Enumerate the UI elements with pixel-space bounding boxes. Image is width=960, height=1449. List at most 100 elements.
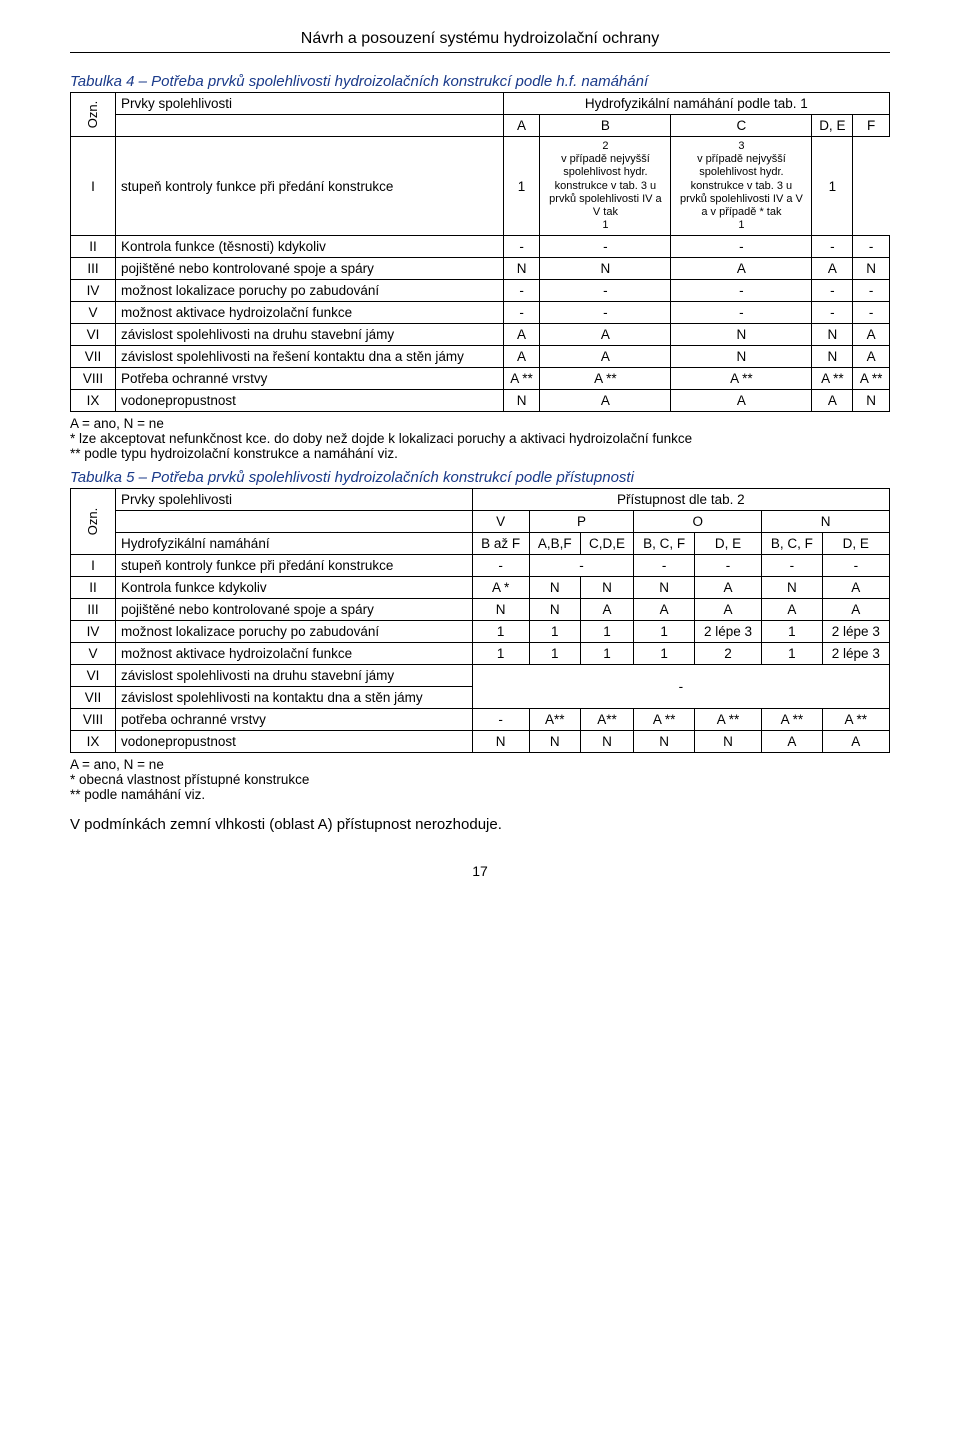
t4-cell: A	[671, 258, 812, 280]
t5-cell: A **	[762, 709, 822, 731]
t4-cell: A	[812, 258, 853, 280]
t5-cell: -	[762, 555, 822, 577]
t5-cell: A	[822, 731, 889, 753]
t5-rownum: VIII	[71, 709, 116, 731]
t5-header-pristup: Přístupnost dle tab. 2	[472, 489, 889, 511]
t4-rowlabel: závislost spolehlivosti na druhu stavebn…	[116, 324, 504, 346]
t5-rowlabel: možnost lokalizace poruchy po zabudování	[116, 621, 473, 643]
t5-rowlabel: vodonepropustnost	[116, 731, 473, 753]
t4-cell-sub-c: 2 v případě nejvyšší spolehlivost hydr. …	[540, 137, 671, 236]
t4-rowlabel: možnost lokalizace poruchy po zabudování	[116, 280, 504, 302]
table5-caption: Tabulka 5 – Potřeba prvků spolehlivosti …	[70, 469, 890, 486]
t4-rowlabel: Kontrola funkce (těsnosti) kdykoliv	[116, 236, 504, 258]
t5-cell: A	[762, 599, 822, 621]
t4-cell: -	[853, 280, 890, 302]
t4-col-de: D, E	[812, 115, 853, 137]
t5-cell: B, C, F	[762, 533, 822, 555]
t4-cell: A **	[853, 368, 890, 390]
t4-rownum: I	[71, 137, 116, 236]
t4-cell: N	[853, 258, 890, 280]
t5-cell: A,B,F	[529, 533, 580, 555]
t5-cell: A	[822, 577, 889, 599]
t4-cell: A **	[812, 368, 853, 390]
t5-cell: 1	[762, 621, 822, 643]
t5-col: V	[472, 511, 529, 533]
t4-cell: -	[671, 280, 812, 302]
t4-cell: 1	[503, 137, 540, 236]
t4-cell: A	[853, 324, 890, 346]
t5-cell: D, E	[694, 533, 761, 555]
note-line: A = ano, N = ne	[70, 416, 890, 431]
table-row: VI závislost spolehlivosti na druhu stav…	[71, 665, 890, 687]
t4-rowlabel: Potřeba ochranné vrstvy	[116, 368, 504, 390]
t4-cell: -	[671, 302, 812, 324]
t5-cell: N	[580, 577, 634, 599]
table-row: VIII potřeba ochranné vrstvy - A** A** A…	[71, 709, 890, 731]
t5-cell: A **	[822, 709, 889, 731]
table5: Ozn. Prvky spolehlivosti Přístupnost dle…	[70, 488, 890, 753]
t4-cell: -	[812, 236, 853, 258]
t4-rowlabel: možnost aktivace hydroizolační funkce	[116, 302, 504, 324]
table-row: IIIpojištěné nebo kontrolované spoje a s…	[71, 599, 890, 621]
t5-cell: C,D,E	[580, 533, 634, 555]
t4-rownum: VII	[71, 346, 116, 368]
t4-cell: N	[503, 390, 540, 412]
t5-cell: A**	[580, 709, 634, 731]
t5-rowlabel: pojištěné nebo kontrolované spoje a spár…	[116, 599, 473, 621]
t5-rowlabel: potřeba ochranné vrstvy	[116, 709, 473, 731]
t5-cell: A	[694, 599, 761, 621]
t4-rownum: III	[71, 258, 116, 280]
t5-rownum: II	[71, 577, 116, 599]
t4-cell: -	[812, 280, 853, 302]
t4-cell: N	[671, 346, 812, 368]
t5-cell: 1	[762, 643, 822, 665]
table4-notes: A = ano, N = ne * lze akceptovat nefunkč…	[70, 416, 890, 461]
t4-cell: A	[540, 390, 671, 412]
table-row: IVmožnost lokalizace poruchy po zabudová…	[71, 280, 890, 302]
t5-rowlabel: stupeň kontroly funkce při předání konst…	[116, 555, 473, 577]
note-line: ** podle namáhání viz.	[70, 787, 890, 802]
t5-cell: B až F	[472, 533, 529, 555]
t5-cell: -	[472, 555, 529, 577]
t5-merged-dash: -	[472, 665, 889, 709]
t5-rownum: I	[71, 555, 116, 577]
t5-cell: -	[694, 555, 761, 577]
document-title: Návrh a posouzení systému hydroizolační …	[70, 30, 890, 53]
t5-cell: A	[694, 577, 761, 599]
t4-cell: A	[540, 346, 671, 368]
t5-cell: A	[762, 731, 822, 753]
t5-cell: A**	[529, 709, 580, 731]
table-row: VIzávislost spolehlivosti na druhu stave…	[71, 324, 890, 346]
t4-col-b: B	[540, 115, 671, 137]
table-row: Vmožnost aktivace hydroizolační funkce--…	[71, 302, 890, 324]
t5-col: O	[634, 511, 762, 533]
t4-rownum: VI	[71, 324, 116, 346]
note-line: * lze akceptovat nefunkčnost kce. do dob…	[70, 431, 890, 446]
table-row: IXvodonepropustnostNAAAN	[71, 390, 890, 412]
t4-cell: -	[540, 236, 671, 258]
t5-rowlabel: Kontrola funkce kdykoliv	[116, 577, 473, 599]
t5-rownum: VI	[71, 665, 116, 687]
t4-cell: A	[671, 390, 812, 412]
t5-cell: 2 lépe 3	[822, 621, 889, 643]
table-row: I stupeň kontroly funkce při předání kon…	[71, 555, 890, 577]
t4-header-prvky: Prvky spolehlivosti	[116, 93, 504, 115]
t4-cell: A **	[671, 368, 812, 390]
t5-cell: A	[634, 599, 694, 621]
t5-cell: A	[580, 599, 634, 621]
table-row: IVmožnost lokalizace poruchy po zabudová…	[71, 621, 890, 643]
t4-cell: -	[853, 302, 890, 324]
page-number: 17	[70, 863, 890, 879]
table-row: VIIzávislost spolehlivosti na řešení kon…	[71, 346, 890, 368]
table-row: IIKontrola funkce (těsnosti) kdykoliv---…	[71, 236, 890, 258]
note-line: * obecná vlastnost přístupné konstrukce	[70, 772, 890, 787]
t4-cell: A	[853, 346, 890, 368]
t5-cell: -	[822, 555, 889, 577]
t4-cell: A	[540, 324, 671, 346]
t4-rowlabel: závislost spolehlivosti na řešení kontak…	[116, 346, 504, 368]
t5-rowlabel: možnost aktivace hydroizolační funkce	[116, 643, 473, 665]
t5-cell: -	[634, 555, 694, 577]
t4-rownum: IX	[71, 390, 116, 412]
t5-cell: N	[529, 731, 580, 753]
table4-ozn: Ozn.	[86, 101, 101, 128]
